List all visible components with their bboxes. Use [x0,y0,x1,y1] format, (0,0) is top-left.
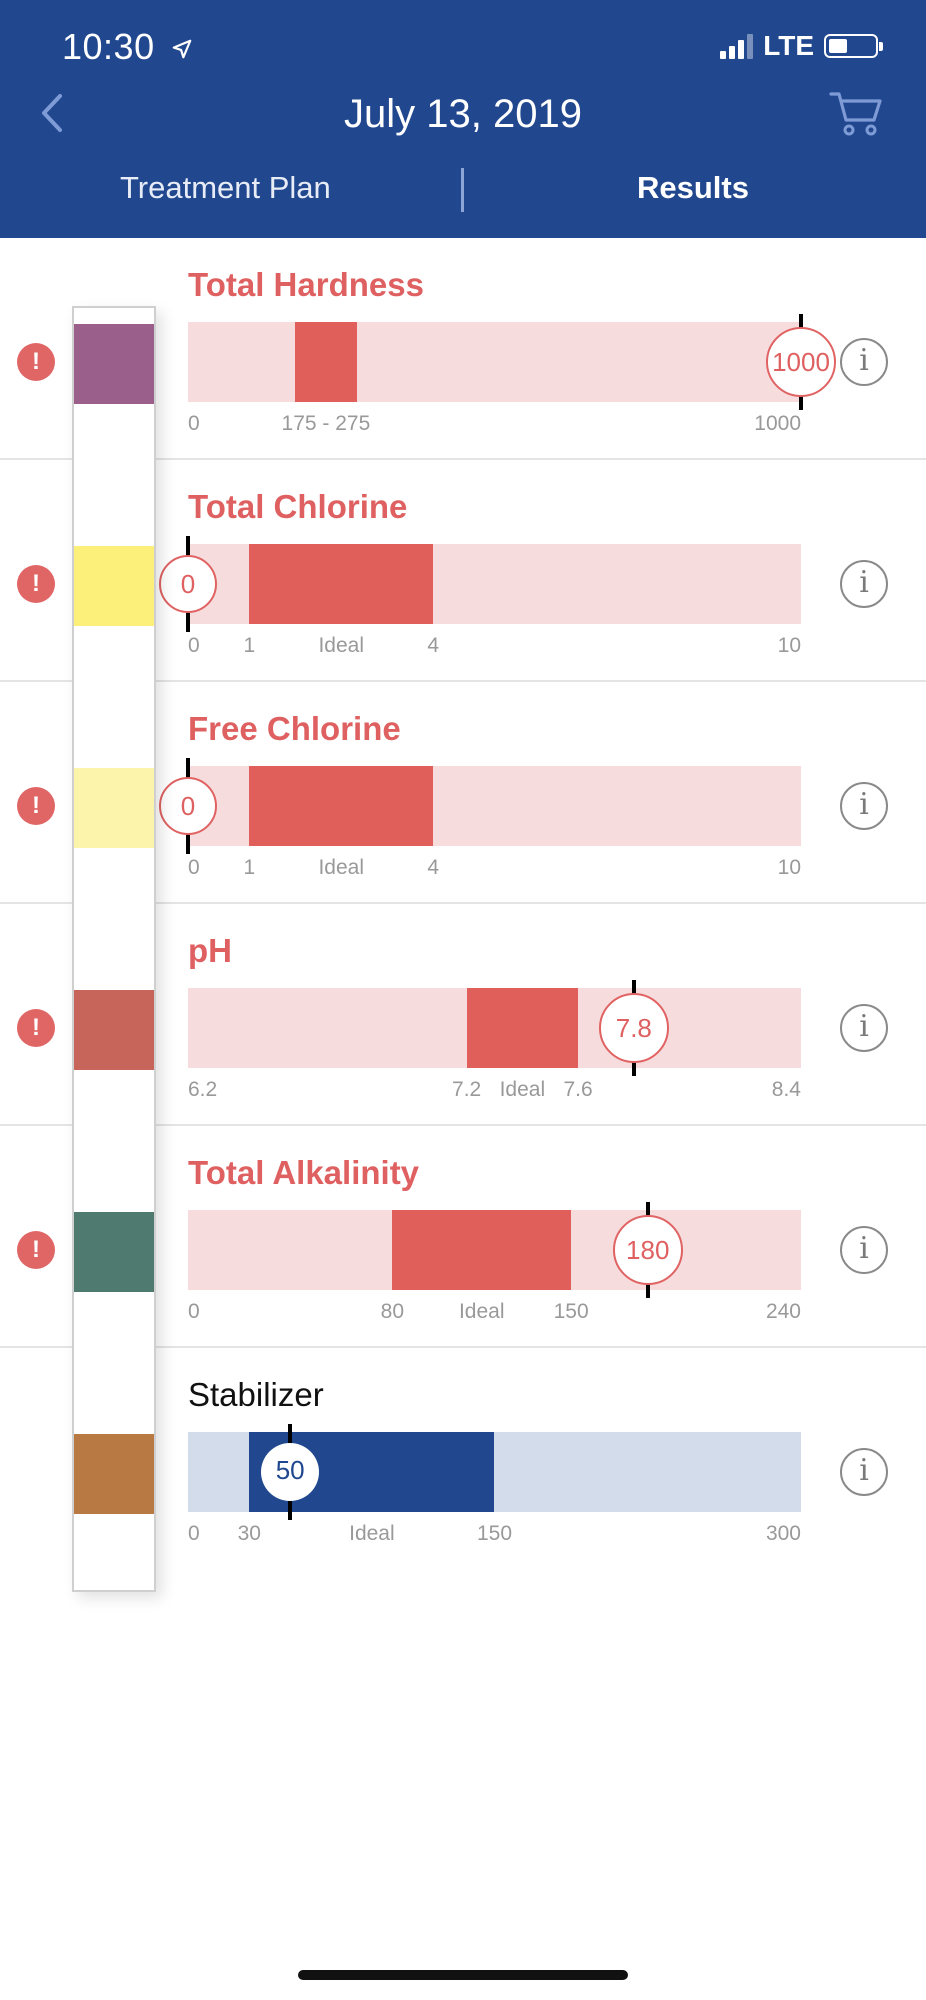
signal-icon [720,33,754,59]
network-label: LTE [763,30,814,61]
ideal-range-bar [249,544,434,624]
strip-pad-total-hardness [74,324,154,404]
result-row-free-chlorine: ! Free Chlorine 0 0 1 Ideal 4 10 i [0,682,926,904]
ideal-label: Ideal [499,1078,546,1101]
ideal-range-bar [295,322,357,402]
ideal-range-bar [249,766,434,846]
reading-value: 7.8 [598,993,669,1063]
result-name: Stabilizer [188,1376,324,1413]
ideal-low-label: 7.2 [452,1078,482,1101]
result-row-total-alkalinity: ! Total Alkalinity 180 0 80 Ideal 150 240 i [0,1126,926,1348]
range-track [188,1210,801,1290]
tab-results[interactable]: Results [637,170,749,205]
row-divider [0,1124,926,1126]
ideal-label: Ideal [318,634,365,657]
location-arrow-icon [172,40,192,59]
back-button[interactable] [32,90,72,136]
alert-icon: ! [17,565,55,603]
scale-max-label: 10 [777,634,801,657]
reading-value: 180 [612,1215,683,1285]
ideal-label: Ideal [458,1300,505,1323]
alert-icon: ! [17,1231,55,1269]
result-row-stabilizer: Stabilizer 50 0 30 Ideal 150 300 i [0,1348,926,1570]
alert-icon: ! [17,787,55,825]
result-name: Total Alkalinity [188,1154,420,1191]
home-indicator [298,1970,628,1980]
strip-pad-total-alkalinity [74,1212,154,1292]
strip-pad-stabilizer [74,1434,154,1514]
ideal-low-label: 1 [243,856,256,879]
scale-min-label: 0 [188,412,200,435]
ideal-high-label: 4 [427,856,440,879]
range-track [188,766,801,846]
status-indicators: LTE [720,30,883,62]
result-name: Total Hardness [188,266,424,303]
scale-max-label: 1000 [754,412,801,435]
row-divider [0,458,926,460]
scale-min-label: 0 [188,634,200,657]
info-icon[interactable]: i [840,1448,888,1496]
strip-pad-ph [74,990,154,1070]
row-divider [0,902,926,904]
ideal-high-label: 7.6 [563,1078,593,1101]
scale-max-label: 10 [777,856,801,879]
scale-max-label: 8.4 [771,1078,801,1101]
result-name: Free Chlorine [188,710,401,747]
tab-treatment-plan[interactable]: Treatment Plan [120,170,331,205]
info-icon[interactable]: i [840,560,888,608]
scale-min-label: 0 [188,1522,200,1545]
result-row-total-hardness: ! Total Hardness 1000 0 175 - 275 1000 i [0,238,926,460]
scale-min-label: 0 [188,1300,200,1323]
strip-pad-free-chlorine [74,768,154,848]
battery-icon [824,34,883,58]
ideal-low-label: 1 [243,634,256,657]
strip-pad-total-chlorine [74,546,154,626]
ideal-high-label: 4 [427,634,440,657]
tab-divider [461,168,464,212]
alert-icon: ! [17,1009,55,1047]
reading-value: 1000 [766,327,836,397]
ideal-high-label: 150 [553,1300,589,1323]
scale-max-label: 300 [765,1522,801,1545]
info-icon[interactable]: i [840,782,888,830]
ideal-high-label: 150 [476,1522,513,1545]
range-track [188,544,801,624]
page-title: July 13, 2019 [344,92,582,136]
result-row-total-chlorine: ! Total Chlorine 0 0 1 Ideal 4 10 i [0,460,926,682]
ideal-low-label: 30 [237,1522,261,1545]
ideal-range-label: 175 - 275 [281,412,371,435]
app-header: 10:30 LTE July 13, 2019 Treatment Plan R… [0,0,926,238]
test-strip [72,306,156,1592]
status-time-text: 10:30 [62,26,155,67]
scale-min-label: 6.2 [188,1078,218,1101]
cart-button[interactable] [828,88,884,138]
ideal-range-bar [466,988,579,1068]
scale-max-label: 240 [765,1300,801,1323]
result-row-ph: ! pH 7.8 6.2 7.2 Ideal 7.6 8.4 i [0,904,926,1126]
reading-value: 0 [159,777,217,835]
ideal-label: Ideal [318,856,365,879]
ideal-low-label: 80 [380,1300,405,1323]
ideal-label: Ideal [349,1522,395,1545]
range-track [188,322,801,402]
status-time: 10:30 [62,26,193,68]
result-name: Total Chlorine [188,488,408,525]
row-divider [0,680,926,682]
info-icon[interactable]: i [840,338,888,386]
range-track [188,988,801,1068]
reading-value: 0 [159,555,217,613]
result-name: pH [188,932,232,969]
info-icon[interactable]: i [840,1004,888,1052]
alert-icon: ! [17,343,55,381]
reading-value: 50 [261,1443,320,1501]
scale-min-label: 0 [188,856,200,879]
ideal-range-bar [392,1210,572,1290]
info-icon[interactable]: i [840,1226,888,1274]
row-divider [0,1346,926,1348]
